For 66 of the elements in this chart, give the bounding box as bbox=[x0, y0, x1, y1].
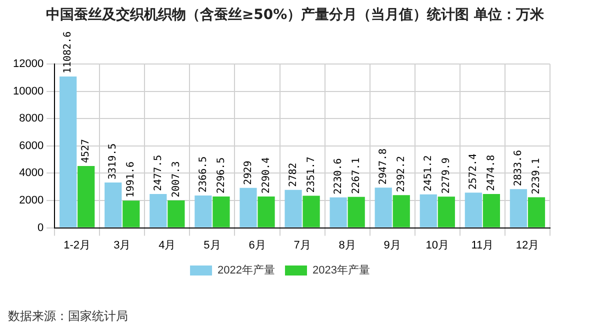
data-label: 2451.2 bbox=[422, 155, 434, 192]
data-label: 2230.6 bbox=[332, 158, 344, 194]
data-label: 4527 bbox=[80, 138, 92, 164]
bar bbox=[348, 196, 365, 228]
y-tick-label: 8000 bbox=[19, 112, 44, 125]
data-label: 2239.1 bbox=[531, 158, 542, 194]
bar bbox=[212, 196, 230, 228]
x-tick-label: 7月 bbox=[294, 239, 311, 252]
x-tick-label: 10月 bbox=[426, 239, 450, 252]
legend-label: 2022年产量 bbox=[218, 264, 276, 277]
y-tick-label: 2000 bbox=[19, 194, 44, 207]
data-label: 2474.8 bbox=[486, 154, 498, 192]
data-label: 2366.5 bbox=[198, 156, 209, 192]
data-label: 2929 bbox=[242, 160, 254, 185]
bar bbox=[284, 190, 302, 228]
bar bbox=[420, 194, 437, 228]
x-tick-label: 8月 bbox=[338, 239, 356, 252]
bar bbox=[330, 197, 347, 228]
data-label: 2267.1 bbox=[350, 158, 362, 194]
data-label: 1991.6 bbox=[126, 161, 137, 198]
bar bbox=[464, 192, 482, 228]
y-tick-label: 6000 bbox=[19, 140, 44, 152]
chart-title: 中国蚕丝及交织机织物（含蚕丝≥50%）产量分月（当月值）统计图 单位：万米 bbox=[45, 6, 545, 24]
y-tick-label: 12000 bbox=[12, 58, 44, 70]
bar bbox=[168, 200, 185, 228]
data-label: 2007.3 bbox=[170, 161, 182, 198]
bar bbox=[258, 196, 275, 228]
data-label: 2296.5 bbox=[216, 157, 227, 194]
data-label: 2290.4 bbox=[260, 157, 272, 194]
data-label: 2392.2 bbox=[396, 156, 407, 192]
data-label: 3319.5 bbox=[108, 143, 119, 180]
x-tick-label: 9月 bbox=[384, 239, 401, 252]
bar bbox=[374, 188, 392, 228]
bar bbox=[78, 166, 95, 228]
bar bbox=[438, 196, 455, 228]
y-tick-label: 0 bbox=[37, 222, 44, 234]
bar bbox=[302, 196, 320, 228]
y-tick-label: 4000 bbox=[19, 167, 44, 180]
bar bbox=[392, 195, 410, 228]
data-label: 2351.7 bbox=[306, 156, 317, 193]
bar bbox=[60, 76, 77, 228]
legend-label: 2023年产量 bbox=[312, 264, 370, 277]
data-label: 11082.6 bbox=[62, 31, 74, 74]
x-tick-label: 6月 bbox=[248, 239, 266, 252]
x-tick-label: 12月 bbox=[516, 239, 540, 252]
y-tick-label: 10000 bbox=[12, 85, 44, 98]
bar bbox=[482, 194, 500, 228]
bar bbox=[104, 182, 122, 228]
data-label: 2833.6 bbox=[513, 150, 524, 186]
bar bbox=[150, 194, 167, 228]
data-label: 2279.9 bbox=[441, 158, 452, 194]
bar bbox=[122, 200, 140, 228]
data-label: 2572.4 bbox=[468, 154, 480, 190]
bar bbox=[194, 196, 212, 228]
bar bbox=[240, 188, 257, 228]
bar bbox=[528, 197, 546, 228]
x-tick-label: 5月 bbox=[204, 239, 221, 252]
x-tick-label: 1-2月 bbox=[64, 239, 91, 252]
data-label: 2477.5 bbox=[152, 154, 164, 191]
data-label: 2947.8 bbox=[378, 148, 389, 185]
x-tick-label: 3月 bbox=[114, 239, 131, 252]
source-note: 数据来源：国家统计局 bbox=[8, 308, 128, 325]
x-tick-label: 11月 bbox=[471, 239, 494, 252]
x-tick-label: 4月 bbox=[158, 239, 176, 252]
bar bbox=[510, 189, 528, 228]
data-label: 2782 bbox=[288, 162, 299, 187]
